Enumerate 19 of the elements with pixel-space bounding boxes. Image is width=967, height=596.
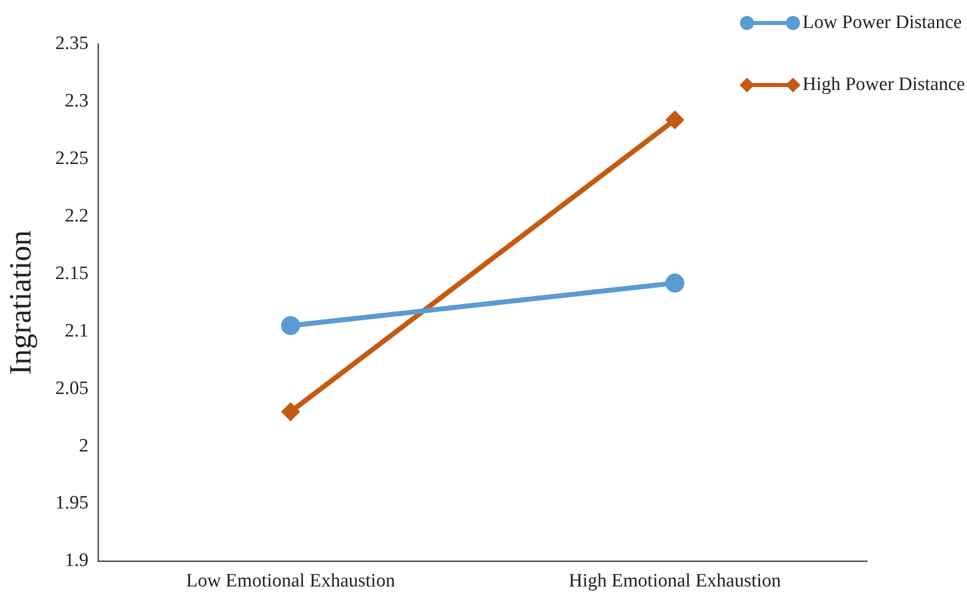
point <box>665 274 684 293</box>
y-tick-label: 1.95 <box>55 492 88 514</box>
y-axis-title: Ingratiation <box>2 230 38 375</box>
y-tick-label: 2.25 <box>55 148 88 169</box>
y-tick-label: 2.15 <box>55 262 88 284</box>
y-tick-label: 2.2 <box>64 205 88 226</box>
legend-label: High Power Distance <box>802 74 965 96</box>
point <box>281 316 300 336</box>
legend-label: Low Power Distance <box>802 12 962 34</box>
y-tick-label: 2.1 <box>64 320 88 342</box>
y-tick-label: 2 <box>78 435 88 456</box>
y-tick-label: 1.9 <box>64 550 88 572</box>
y-tick-label: 2.05 <box>55 378 88 399</box>
y-tick-label: 2.3 <box>64 90 88 112</box>
point <box>282 403 300 420</box>
y-tick-label: 2.35 <box>55 32 88 54</box>
x-tick-label: Low Emotional Exhaustion <box>186 570 396 592</box>
point <box>666 111 684 128</box>
x-tick-label: High Emotional Exhaustion <box>568 570 782 592</box>
